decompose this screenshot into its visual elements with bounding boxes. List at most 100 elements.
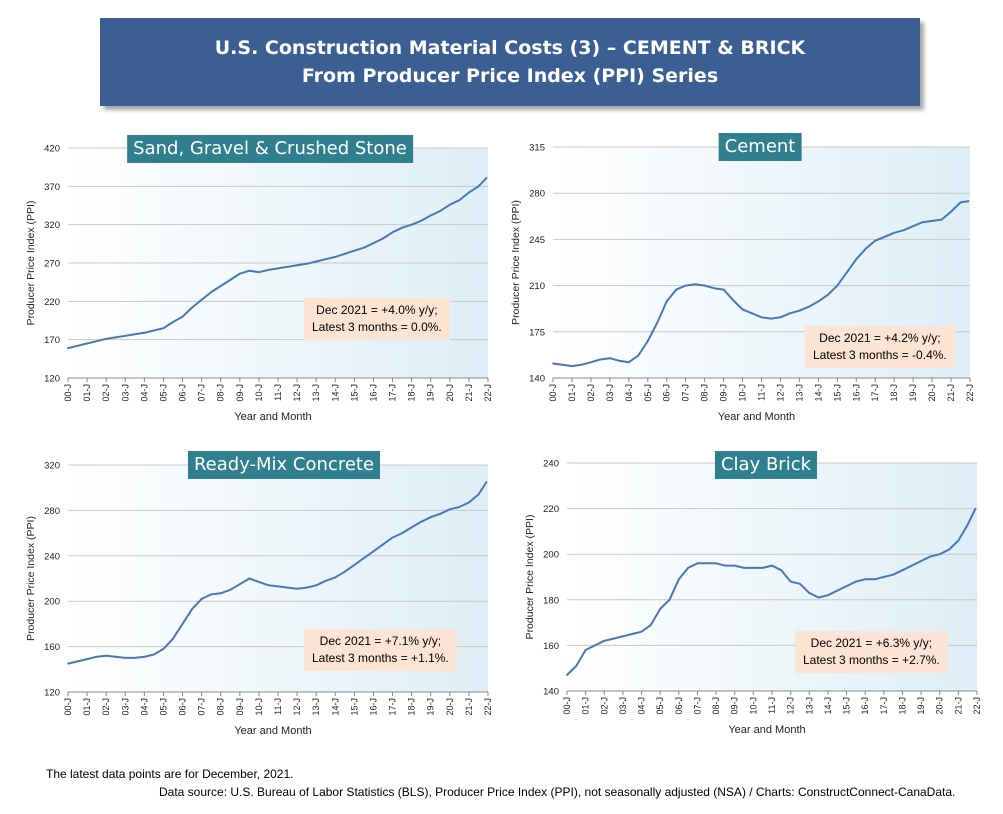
data-point bbox=[133, 333, 136, 336]
x-tick-label: 03-J bbox=[605, 384, 615, 402]
data-point bbox=[760, 316, 763, 319]
data-point bbox=[296, 264, 298, 267]
data-point bbox=[724, 564, 727, 567]
data-point bbox=[324, 258, 327, 261]
x-tick-label: 09-J bbox=[730, 697, 740, 715]
x-tick-label: 18-J bbox=[889, 384, 899, 402]
data-point bbox=[940, 218, 943, 221]
y-tick-label: 240 bbox=[543, 459, 559, 470]
data-point bbox=[210, 593, 213, 596]
data-point bbox=[910, 564, 913, 567]
data-point bbox=[458, 506, 461, 508]
data-point bbox=[966, 523, 969, 526]
chart-title: Sand, Gravel & Crushed Stone bbox=[127, 135, 413, 163]
data-point bbox=[391, 536, 394, 539]
x-tick-label: 15-J bbox=[349, 384, 359, 402]
data-point bbox=[76, 660, 79, 663]
data-point bbox=[808, 592, 811, 594]
y-tick-label: 320 bbox=[44, 220, 60, 231]
x-tick-label: 21-J bbox=[953, 697, 963, 715]
data-point bbox=[873, 578, 876, 581]
x-tick-label: 05-J bbox=[655, 697, 665, 715]
data-point bbox=[429, 214, 432, 217]
x-tick-label: 20-J bbox=[935, 697, 945, 715]
x-tick-label: 04-J bbox=[139, 698, 149, 716]
x-tick-label: 14-J bbox=[823, 697, 833, 715]
x-tick-label: 20-J bbox=[927, 384, 937, 402]
data-point bbox=[684, 284, 687, 287]
data-point bbox=[580, 363, 583, 366]
data-point bbox=[363, 557, 365, 559]
data-point bbox=[957, 539, 960, 542]
annotation-line1: Dec 2021 = +6.3% y/y; bbox=[810, 636, 933, 650]
data-point bbox=[780, 569, 783, 572]
data-point bbox=[929, 555, 932, 558]
x-tick-label: 12-J bbox=[775, 384, 785, 402]
data-point bbox=[594, 644, 596, 647]
x-axis-label: Year and Month bbox=[718, 411, 795, 423]
x-tick-label: 00-J bbox=[63, 698, 73, 716]
data-point bbox=[566, 674, 568, 676]
x-tick-label: 10-J bbox=[738, 384, 748, 402]
x-tick-label: 02-J bbox=[599, 697, 609, 715]
data-point bbox=[622, 635, 624, 638]
annotation-line2: Latest 3 months = +1.1%. bbox=[312, 651, 449, 665]
x-tick-label: 22-J bbox=[965, 384, 975, 402]
data-point bbox=[277, 585, 279, 588]
data-point bbox=[258, 581, 260, 583]
x-tick-label: 06-J bbox=[674, 697, 684, 715]
data-point bbox=[807, 305, 810, 308]
x-tick-label: 05-J bbox=[158, 384, 168, 402]
data-point bbox=[267, 584, 270, 587]
data-point bbox=[612, 637, 615, 640]
x-tick-label: 11-J bbox=[273, 384, 283, 401]
data-point bbox=[761, 566, 764, 569]
data-point bbox=[105, 654, 108, 657]
data-point bbox=[817, 300, 820, 303]
data-point bbox=[343, 252, 346, 255]
data-point bbox=[713, 287, 716, 290]
x-tick-label: 19-J bbox=[426, 384, 436, 402]
data-point bbox=[649, 623, 652, 626]
x-tick-label: 11-J bbox=[757, 384, 767, 401]
chart-svg: 140 175 210 245 280 315 00-J 01-J 02-J 03-J 04-J 05… bbox=[510, 143, 975, 424]
x-tick-label: 13-J bbox=[794, 384, 804, 402]
data-point bbox=[912, 225, 915, 228]
x-tick-label: 12-J bbox=[292, 384, 302, 402]
data-point bbox=[219, 285, 222, 287]
data-point bbox=[485, 177, 488, 179]
data-point bbox=[229, 588, 232, 591]
y-tick-label: 140 bbox=[543, 687, 559, 698]
data-point bbox=[590, 361, 592, 364]
y-tick-label: 200 bbox=[543, 550, 559, 561]
data-point bbox=[67, 662, 69, 665]
data-point bbox=[324, 579, 327, 582]
data-point bbox=[599, 358, 602, 361]
data-point bbox=[86, 342, 88, 345]
data-point bbox=[974, 507, 977, 510]
y-tick-label: 200 bbox=[44, 597, 60, 608]
x-tick-label: 13-J bbox=[311, 698, 321, 716]
x-tick-label: 22-J bbox=[972, 697, 982, 715]
data-point bbox=[779, 316, 782, 319]
x-tick-label: 00-J bbox=[548, 384, 558, 402]
data-point bbox=[854, 580, 857, 583]
y-tick-label: 245 bbox=[529, 235, 545, 246]
data-point bbox=[277, 267, 279, 270]
x-tick-label: 08-J bbox=[216, 698, 226, 716]
data-point bbox=[826, 293, 829, 296]
data-point bbox=[893, 231, 896, 234]
data-point bbox=[743, 566, 745, 569]
y-tick-label: 280 bbox=[529, 189, 545, 200]
y-tick-label: 320 bbox=[44, 461, 60, 472]
data-point bbox=[114, 336, 117, 339]
data-point bbox=[864, 247, 867, 250]
data-point bbox=[732, 299, 734, 302]
x-tick-label: 01-J bbox=[567, 384, 577, 402]
data-point bbox=[448, 203, 451, 206]
data-point bbox=[363, 246, 365, 249]
chart-panel-clay-brick: 140 160 180 200 220 240 00-J 01-J 02-J 03-J 04-J 05… bbox=[505, 448, 985, 748]
chart-annotation: Dec 2021 = +4.0% y/y; Latest 3 months = … bbox=[304, 298, 450, 340]
data-point bbox=[552, 362, 554, 365]
y-tick-label: 120 bbox=[44, 374, 60, 385]
